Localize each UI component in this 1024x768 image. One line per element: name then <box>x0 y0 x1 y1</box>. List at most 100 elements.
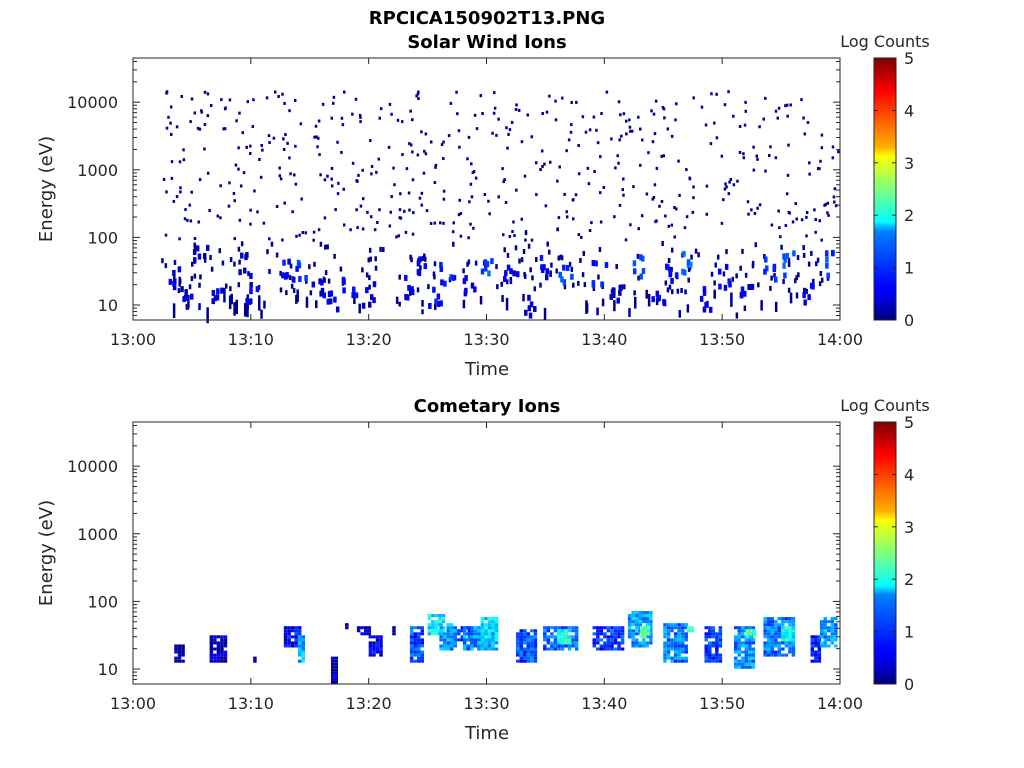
count-cell <box>637 115 640 119</box>
count-cell <box>800 98 803 102</box>
count-cell <box>220 647 224 651</box>
count-cell <box>613 626 618 630</box>
count-cell <box>600 112 603 116</box>
count-cell <box>491 617 495 621</box>
count-cell <box>515 659 520 663</box>
count-cell <box>297 638 302 642</box>
count-cell <box>617 161 620 165</box>
count-cell <box>433 274 436 280</box>
count-cell <box>773 273 776 279</box>
count-cell <box>546 641 551 645</box>
count-cell <box>439 632 443 636</box>
count-cell <box>472 226 475 230</box>
count-cell <box>567 641 572 645</box>
count-cell <box>737 653 741 657</box>
count-cell <box>238 269 242 276</box>
count-cell <box>189 293 194 300</box>
count-cell <box>683 226 687 230</box>
count-cell <box>267 134 271 138</box>
count-cell <box>603 632 607 636</box>
count-cell <box>467 259 471 265</box>
count-cell <box>686 629 691 633</box>
count-cell <box>584 130 588 134</box>
count-cell <box>484 641 488 645</box>
count-cell <box>673 656 678 660</box>
count-cell <box>751 626 756 630</box>
count-cell <box>834 623 838 627</box>
count-cell <box>830 638 835 642</box>
count-cell <box>603 644 607 648</box>
count-cell <box>770 650 774 654</box>
count-cell <box>409 632 414 636</box>
x-tick-label: 13:20 <box>346 694 392 713</box>
count-cell <box>460 635 465 639</box>
count-cell <box>480 632 485 636</box>
count-cell <box>627 623 632 627</box>
count-cell <box>649 623 653 627</box>
count-cell <box>441 629 446 633</box>
count-cell <box>249 144 252 148</box>
y-tick-label: 1000 <box>77 525 118 544</box>
count-cell <box>342 287 346 294</box>
count-cell <box>749 629 753 633</box>
count-cell <box>458 145 461 149</box>
count-cell <box>805 288 809 294</box>
count-cell <box>685 215 689 219</box>
count-cell <box>646 626 651 630</box>
count-cell <box>787 261 791 267</box>
count-cell <box>469 222 472 226</box>
count-cell <box>287 626 291 630</box>
count-cell <box>434 629 439 633</box>
count-cell <box>567 647 572 651</box>
count-cell <box>776 116 780 120</box>
count-cell <box>416 635 421 639</box>
count-cell <box>360 632 364 636</box>
count-cell <box>375 635 380 639</box>
count-cell <box>702 289 707 296</box>
count-cell <box>751 662 756 666</box>
count-cell <box>491 635 495 639</box>
y-tick-label: 10 <box>98 660 118 679</box>
count-cell <box>616 154 619 158</box>
count-cell <box>830 623 835 627</box>
count-cell <box>632 268 637 275</box>
count-cell <box>285 290 288 296</box>
count-cell <box>368 653 373 657</box>
count-cell <box>571 638 575 642</box>
count-cell <box>172 199 176 203</box>
count-cell <box>751 638 756 642</box>
count-cell <box>751 665 756 669</box>
count-cell <box>827 638 831 642</box>
count-cell <box>193 237 197 241</box>
count-cell <box>170 176 174 180</box>
count-cell <box>722 198 725 202</box>
count-cell <box>837 150 840 154</box>
count-cell <box>599 632 604 636</box>
count-cell <box>483 192 487 196</box>
count-cell <box>774 629 778 633</box>
count-cell <box>409 656 414 660</box>
count-cell <box>630 129 634 133</box>
count-cell <box>382 247 385 253</box>
count-cell <box>290 635 295 639</box>
count-cell <box>475 127 479 131</box>
count-cell <box>301 231 305 235</box>
count-cell <box>557 641 561 645</box>
count-cell <box>583 282 587 288</box>
count-cell <box>295 295 298 304</box>
count-cell <box>293 98 297 102</box>
count-cell <box>751 659 756 663</box>
count-cell <box>177 653 182 657</box>
count-cell <box>663 653 667 657</box>
count-cell <box>737 629 741 633</box>
count-cell <box>796 255 800 261</box>
count-cell <box>277 94 280 98</box>
count-cell <box>477 629 481 633</box>
count-cell <box>774 301 778 313</box>
count-cell <box>473 638 478 642</box>
count-cell <box>462 638 467 642</box>
count-cell <box>596 638 600 642</box>
count-cell <box>317 136 320 140</box>
count-cell <box>543 162 546 166</box>
count-cell <box>190 97 194 101</box>
